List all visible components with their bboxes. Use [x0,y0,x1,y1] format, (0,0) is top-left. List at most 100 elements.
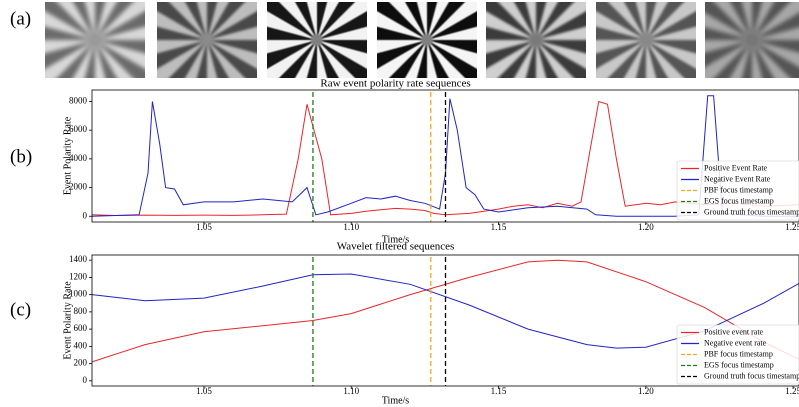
legend-label: PBF focus timestamp [704,185,773,194]
legend-box [676,324,799,385]
star [596,2,696,78]
wedge [752,40,774,78]
x-tick-label: 1.25 [785,222,799,232]
y-axis-label: Event Polarity Rate [62,116,73,195]
wedge [752,40,799,53]
chart-title: Raw event polarity rate sequences [320,78,470,90]
wedge [705,27,752,40]
center [746,34,758,46]
wedge [207,40,229,78]
center [530,34,542,46]
plot-frame [91,254,799,387]
wedge [525,40,536,78]
wedge [317,2,356,40]
wedge [377,2,427,40]
wedge [427,40,449,78]
wedge [486,2,536,40]
wedge [635,40,646,78]
wedge [486,40,536,69]
x-axis-label: Time/s [382,234,410,245]
wedge [405,2,427,40]
wedge [306,40,317,78]
center [640,34,652,46]
wedge [514,2,536,40]
wedge [536,40,586,54]
image [705,2,799,78]
wedge [646,2,685,40]
center [421,34,433,46]
wedge [207,40,257,54]
image [267,2,367,78]
legend-box [676,160,799,221]
wedge [624,2,646,40]
wedge [57,40,95,78]
wedge [207,40,257,78]
wedge [486,26,536,40]
panel-label: (b) [10,146,32,167]
wedge [169,40,207,78]
chart-title: Wavelet filtered sequences [337,241,455,253]
star [486,2,586,78]
wedge [596,2,646,40]
legend-label: PBF focus timestamp [704,349,773,358]
wedge [317,40,339,78]
image [45,2,145,78]
wedge [536,40,586,78]
wedge [596,26,646,40]
wedge [389,40,427,78]
wedge [730,2,752,40]
star [157,2,257,78]
image-row [45,2,799,78]
wedge [207,11,257,40]
wedge [84,40,95,78]
wedge [377,26,427,40]
wedge [95,2,106,40]
image [157,2,257,78]
wedge [207,2,246,40]
wedge [752,2,791,40]
image-content [486,2,586,78]
x-axis-label: Time/s [382,395,410,406]
wedge [741,40,752,78]
wedge [377,40,427,69]
legend-label: EGS focus timestamp [704,196,774,205]
wedge [267,2,317,40]
wedge [416,40,427,78]
wedge [317,11,367,40]
image [486,2,586,78]
wedge [267,40,317,69]
star [45,2,145,78]
wedge [95,2,134,40]
wedge [646,40,696,54]
y-tick-label: 0 [83,210,88,220]
wedge [267,26,317,40]
y-tick-label: 1400 [69,254,88,264]
image-content [596,2,696,78]
center [201,34,213,46]
star [377,2,477,78]
y-tick-label: 4000 [69,153,88,163]
wedge [73,2,95,40]
wedge [95,11,145,40]
legend-label: Positive event rate [704,327,764,336]
image-content [267,2,367,78]
y-tick-label: 600 [74,323,88,333]
x-tick-label: 1.15 [491,386,507,396]
legend-label: Ground truth focus timestamp [704,207,799,216]
wedge [646,40,696,78]
wedge [646,40,668,78]
wedge [608,40,646,78]
x-tick-label: 1.05 [196,386,212,396]
x-tick-label: 1.25 [785,386,799,396]
wedge [646,11,696,40]
wedge [45,40,95,69]
wedge [427,40,477,78]
wedge [95,40,145,54]
wedge [536,2,575,40]
y-axis-label: Event Polarity Rate [62,281,73,360]
x-tick-label: 1.20 [638,222,654,232]
y-tick-label: 2000 [69,182,88,192]
wedge [498,40,536,78]
panel-label: (c) [10,299,31,320]
